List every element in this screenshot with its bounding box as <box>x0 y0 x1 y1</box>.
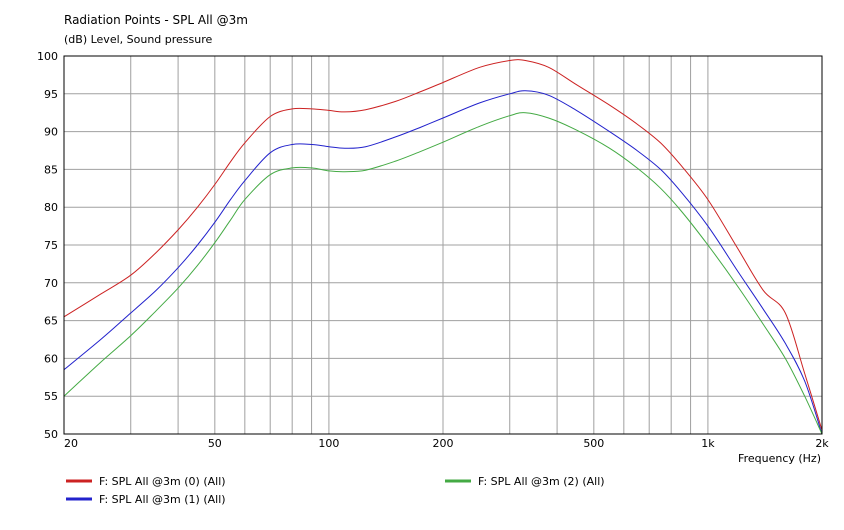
legend: F: SPL All @3m (0) (All) F: SPL All @3m (… <box>66 475 605 506</box>
legend-label-2: F: SPL All @3m (2) (All) <box>478 475 605 488</box>
series-line-1 <box>63 90 823 435</box>
y-tick-label: 100 <box>37 50 58 63</box>
x-tick-label: 1k <box>701 437 715 450</box>
y-axis-label: (dB) Level, Sound pressure <box>64 33 213 46</box>
legend-label-0: F: SPL All @3m (0) (All) <box>99 475 226 488</box>
y-tick-label: 85 <box>44 163 58 176</box>
y-tick-label: 90 <box>44 126 58 139</box>
x-tick-label: 20 <box>64 437 78 450</box>
y-tick-label: 80 <box>44 201 58 214</box>
y-tick-labels: 50 55 60 65 70 75 80 85 90 95 100 <box>37 50 58 441</box>
x-tick-label: 100 <box>318 437 339 450</box>
legend-label-1: F: SPL All @3m (1) (All) <box>99 493 226 506</box>
plot-border <box>63 55 823 435</box>
y-tick-label: 55 <box>44 390 58 403</box>
y-tick-label: 65 <box>44 315 58 328</box>
x-tick-label: 50 <box>208 437 222 450</box>
x-tick-label: 2k <box>815 437 829 450</box>
series-lines <box>63 59 823 435</box>
chart-title: Radiation Points - SPL All @3m <box>64 13 248 27</box>
x-tick-label: 500 <box>583 437 604 450</box>
grid-lines <box>64 56 822 434</box>
y-tick-label: 50 <box>44 428 58 441</box>
y-tick-label: 75 <box>44 239 58 252</box>
x-tick-label: 200 <box>433 437 454 450</box>
x-tick-labels: 20 50 100 200 500 1k 2k <box>64 437 829 450</box>
series-line-0 <box>63 59 823 431</box>
y-tick-label: 95 <box>44 88 58 101</box>
y-tick-label: 60 <box>44 352 58 365</box>
x-axis-label: Frequency (Hz) <box>738 452 821 465</box>
y-tick-label: 70 <box>44 277 58 290</box>
series-line-2 <box>63 112 823 435</box>
